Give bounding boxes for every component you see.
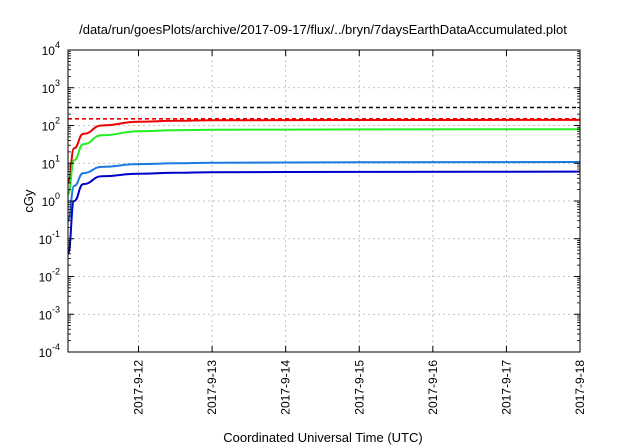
y-tick-label: 104: [42, 40, 60, 58]
y-tick-base: 10: [42, 82, 56, 96]
tick-marks: [68, 49, 581, 353]
series-line: [67, 161, 581, 222]
y-tick-base: 10: [42, 195, 56, 209]
y-tick-label: 10-2: [39, 267, 60, 285]
y-tick-base: 10: [42, 157, 56, 171]
y-tick-label: 10-3: [39, 304, 60, 322]
y-tick-exponent: 4: [55, 40, 60, 50]
x-tick-label: 2017-9-17: [499, 360, 513, 415]
y-tick-exponent: 3: [55, 78, 60, 88]
y-tick-base: 10: [39, 233, 53, 247]
series-line: [67, 128, 581, 196]
y-tick-exponent: 1: [55, 153, 60, 163]
y-tick-base: 10: [39, 346, 53, 360]
x-tick-label: 2017-9-18: [573, 360, 587, 415]
y-tick-base: 10: [39, 271, 53, 285]
x-axis-label: Coordinated Universal Time (UTC): [223, 430, 422, 445]
x-tick-labels: 2017-9-12 2017-9-13 2017-9-14 2017-9-15 2017…: [132, 360, 587, 415]
series-lines: [67, 118, 581, 255]
y-tick-label: 101: [42, 153, 60, 171]
y-tick-base: 10: [39, 308, 53, 322]
x-tick-label: 2017-9-13: [205, 360, 219, 415]
y-tick-base: 10: [42, 44, 56, 58]
y-tick-label: 103: [42, 78, 60, 96]
y-tick-base: 10: [42, 120, 56, 134]
x-tick-label: 2017-9-16: [426, 360, 440, 415]
y-tick-label: 10-4: [39, 342, 60, 360]
y-tick-label: 10-1: [39, 229, 60, 247]
grid: [68, 50, 580, 352]
y-tick-label: 102: [42, 116, 60, 134]
y-tick-exponent: -3: [52, 304, 60, 314]
y-axis-label: cGy: [21, 189, 36, 213]
x-tick-label: 2017-9-14: [279, 360, 293, 415]
y-tick-exponent: -4: [52, 342, 60, 352]
y-tick-exponent: -2: [52, 267, 60, 277]
y-tick-exponent: -1: [52, 229, 60, 239]
series-line: [67, 118, 581, 184]
x-tick-label: 2017-9-12: [132, 360, 146, 415]
reference-lines: [68, 106, 580, 120]
y-tick-exponent: 2: [55, 116, 60, 126]
x-tick-label: 2017-9-15: [352, 360, 366, 415]
chart-title: /data/run/goesPlots/archive/2017-09-17/f…: [79, 22, 567, 37]
y-tick-label: 100: [42, 191, 60, 209]
y-tick-exponent: 0: [55, 191, 60, 201]
series-line: [67, 170, 581, 255]
